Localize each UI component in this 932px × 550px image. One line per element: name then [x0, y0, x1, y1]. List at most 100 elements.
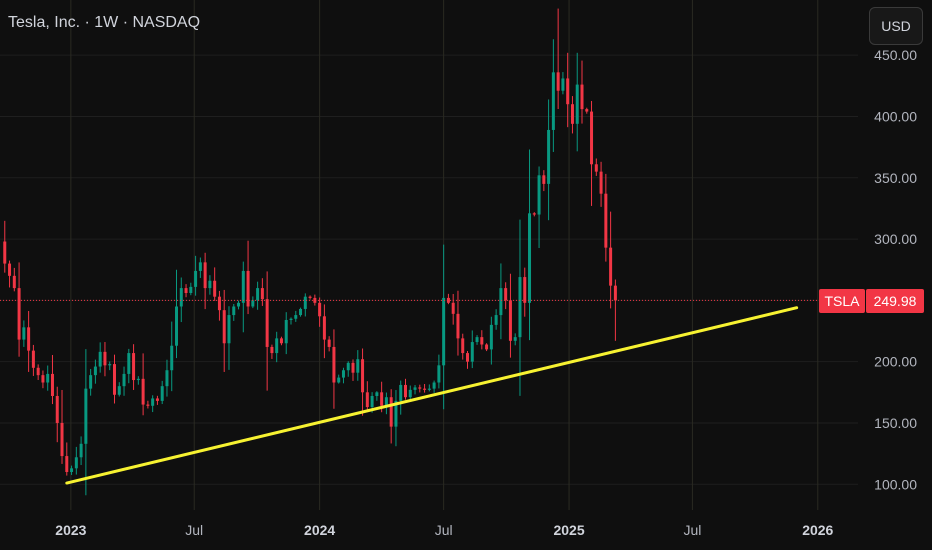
candle-down[interactable]	[308, 296, 312, 298]
candle-down[interactable]	[423, 388, 427, 390]
candle-up[interactable]	[375, 392, 379, 396]
candle-up[interactable]	[93, 366, 97, 376]
candle-up[interactable]	[70, 468, 74, 472]
candle-down[interactable]	[60, 422, 64, 457]
candle-up[interactable]	[122, 373, 126, 387]
candle-up[interactable]	[284, 319, 288, 344]
candle-up[interactable]	[275, 338, 279, 354]
trendline[interactable]	[65, 306, 799, 485]
candle-down[interactable]	[609, 247, 613, 286]
candle-down[interactable]	[590, 111, 594, 165]
candle-up[interactable]	[346, 362, 350, 371]
candle-up[interactable]	[117, 386, 121, 395]
candle-down[interactable]	[461, 338, 465, 354]
candle-up[interactable]	[227, 315, 231, 344]
candle-up[interactable]	[89, 375, 93, 389]
candle-up[interactable]	[194, 270, 198, 287]
candle-up[interactable]	[408, 389, 412, 398]
candle-up[interactable]	[251, 300, 255, 307]
candle-down[interactable]	[446, 297, 450, 303]
candle-down[interactable]	[184, 288, 188, 294]
candle-down[interactable]	[327, 339, 331, 347]
overlays[interactable]	[0, 299, 819, 485]
candle-down[interactable]	[260, 288, 264, 300]
candle-down[interactable]	[279, 338, 283, 344]
candle-up[interactable]	[208, 280, 212, 289]
candle-down[interactable]	[155, 398, 159, 401]
candle-down[interactable]	[12, 275, 16, 289]
candle-down[interactable]	[566, 78, 570, 105]
candle-up[interactable]	[256, 288, 260, 301]
candle-up[interactable]	[432, 382, 436, 389]
candle-up[interactable]	[413, 387, 417, 390]
candle-up[interactable]	[551, 72, 555, 130]
candle-down[interactable]	[217, 296, 221, 311]
candle-down[interactable]	[41, 375, 45, 383]
candle-up[interactable]	[442, 297, 446, 366]
candle-up[interactable]	[98, 351, 102, 367]
candle-down[interactable]	[65, 456, 69, 472]
currency-button[interactable]: USD	[869, 7, 923, 45]
candle-down[interactable]	[456, 313, 460, 339]
candle-up[interactable]	[136, 378, 140, 381]
candle-down[interactable]	[365, 392, 369, 408]
candle-down[interactable]	[570, 104, 574, 124]
candle-up[interactable]	[394, 400, 398, 427]
candle-up[interactable]	[232, 306, 236, 316]
candle-up[interactable]	[108, 364, 112, 366]
candle-down[interactable]	[599, 171, 603, 194]
candle-up[interactable]	[241, 270, 245, 303]
candle-down[interactable]	[361, 359, 365, 393]
candle-down[interactable]	[203, 262, 207, 289]
candle-down[interactable]	[508, 300, 512, 341]
candle-down[interactable]	[146, 404, 150, 406]
candle-down[interactable]	[27, 327, 31, 351]
candle-down[interactable]	[389, 397, 393, 427]
candle-up[interactable]	[22, 327, 26, 340]
candle-down[interactable]	[112, 364, 116, 395]
candle-up[interactable]	[341, 370, 345, 378]
candle-up[interactable]	[299, 308, 303, 316]
candle-down[interactable]	[418, 387, 422, 389]
candle-down[interactable]	[480, 337, 484, 345]
candle-down[interactable]	[504, 288, 508, 301]
candle-up[interactable]	[303, 296, 307, 309]
candle-down[interactable]	[322, 316, 326, 340]
symbol-title[interactable]: Tesla, Inc. · 1W · NASDAQ	[8, 14, 201, 31]
candle-down[interactable]	[585, 109, 589, 112]
candle-up[interactable]	[494, 315, 498, 325]
candle-up[interactable]	[437, 365, 441, 383]
candle-down[interactable]	[380, 392, 384, 406]
candle-up[interactable]	[189, 286, 193, 294]
candle-down[interactable]	[451, 302, 455, 314]
candle-up[interactable]	[84, 388, 88, 444]
candle-down[interactable]	[246, 270, 250, 307]
candle-up[interactable]	[74, 457, 78, 469]
candle-down[interactable]	[8, 263, 12, 276]
candle-down[interactable]	[132, 353, 136, 381]
candle-up[interactable]	[337, 377, 341, 383]
candle-down[interactable]	[332, 346, 336, 383]
candle-down[interactable]	[55, 395, 59, 423]
candle-down[interactable]	[36, 367, 40, 376]
candle-up[interactable]	[356, 359, 360, 373]
candle-down[interactable]	[466, 353, 470, 362]
candle-down[interactable]	[485, 344, 489, 350]
candle-up[interactable]	[537, 175, 541, 215]
candle-up[interactable]	[384, 397, 388, 406]
candle-down[interactable]	[213, 280, 217, 297]
candle-up[interactable]	[294, 315, 298, 319]
candle-down[interactable]	[17, 288, 21, 340]
candle-down[interactable]	[103, 351, 107, 366]
candle-up[interactable]	[575, 84, 579, 124]
candle-down[interactable]	[318, 302, 322, 317]
candle-up[interactable]	[79, 443, 83, 458]
candle-down[interactable]	[580, 84, 584, 110]
candle-down[interactable]	[523, 277, 527, 303]
candle-down[interactable]	[3, 241, 7, 264]
candle-up[interactable]	[198, 262, 202, 271]
candle-down[interactable]	[265, 299, 269, 347]
candle-down[interactable]	[594, 164, 598, 172]
candle-up[interactable]	[470, 342, 474, 362]
